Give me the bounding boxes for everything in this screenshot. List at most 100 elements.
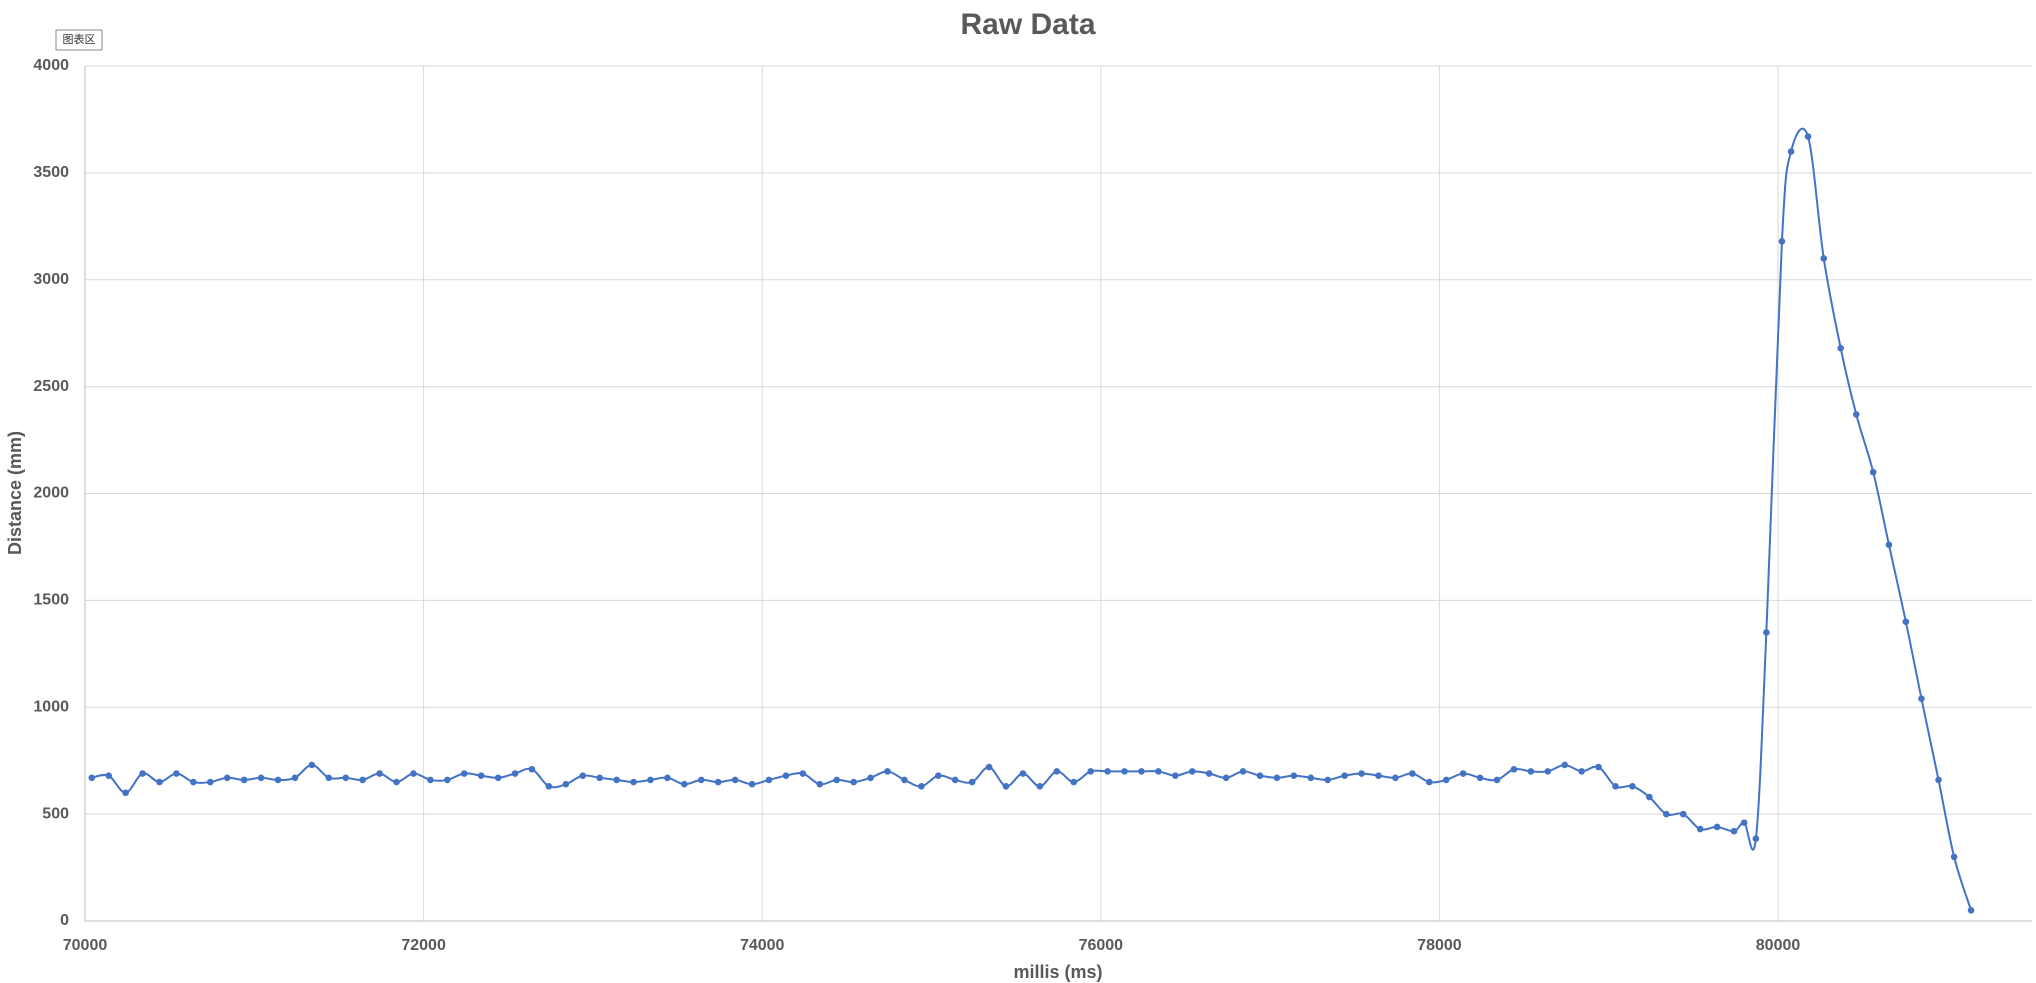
data-point xyxy=(748,780,756,788)
data-point xyxy=(342,774,350,782)
data-point xyxy=(1155,768,1162,775)
data-point xyxy=(985,763,993,771)
y-tick-label: 3000 xyxy=(33,271,69,288)
data-point xyxy=(1290,772,1298,779)
data-point xyxy=(1409,770,1416,777)
data-point xyxy=(511,770,519,777)
data-point xyxy=(325,774,333,782)
data-point xyxy=(1070,778,1078,786)
data-point xyxy=(477,772,485,779)
data-point xyxy=(1713,823,1721,831)
data-point xyxy=(596,774,603,782)
data-point xyxy=(1138,768,1145,775)
data-point xyxy=(782,772,790,779)
data-point xyxy=(901,776,908,784)
data-point xyxy=(393,778,400,786)
x-tick-label: 72000 xyxy=(401,937,446,954)
data-point xyxy=(765,776,773,784)
data-point xyxy=(1205,770,1213,777)
data-point xyxy=(1256,772,1264,779)
data-point xyxy=(376,770,383,777)
y-tick-label: 2500 xyxy=(33,378,69,395)
data-point xyxy=(613,776,620,784)
data-point xyxy=(918,783,925,790)
series-line xyxy=(91,127,1973,911)
data-point xyxy=(799,770,807,777)
data-point xyxy=(1820,255,1828,262)
data-point xyxy=(1837,344,1844,352)
data-point xyxy=(1476,774,1484,782)
data-point xyxy=(1804,133,1812,140)
data-point xyxy=(1307,774,1315,782)
data-point xyxy=(1341,772,1348,779)
data-point xyxy=(1902,618,1910,626)
data-point xyxy=(1459,770,1467,777)
data-point xyxy=(190,778,197,786)
data-point xyxy=(1358,770,1365,777)
data-point xyxy=(1612,783,1619,790)
data-point xyxy=(1121,768,1128,775)
data-point xyxy=(1053,768,1061,775)
data-point xyxy=(731,776,739,784)
data-point xyxy=(630,778,637,786)
x-tick-label: 78000 xyxy=(1417,937,1462,954)
data-point xyxy=(1019,770,1027,777)
data-point xyxy=(1778,237,1786,245)
data-point xyxy=(1595,763,1602,771)
data-point xyxy=(867,774,874,782)
data-point xyxy=(579,772,587,779)
data-point xyxy=(1967,907,1975,914)
data-point xyxy=(1273,774,1281,782)
data-point xyxy=(1663,810,1670,818)
data-point xyxy=(139,770,146,777)
data-point xyxy=(1239,768,1247,775)
data-point xyxy=(240,776,248,784)
data-point xyxy=(1740,819,1748,826)
data-point xyxy=(206,778,214,786)
data-point xyxy=(1629,783,1636,790)
x-tick-label: 80000 xyxy=(1756,937,1801,954)
data-point xyxy=(173,770,180,777)
data-point xyxy=(884,768,891,775)
y-tick-label: 1500 xyxy=(33,592,69,609)
data-point xyxy=(562,780,570,788)
data-point xyxy=(122,789,129,797)
chart-title: Raw Data xyxy=(960,8,1095,41)
y-tick-label: 2000 xyxy=(33,485,69,502)
data-point xyxy=(1036,783,1044,790)
data-point xyxy=(816,780,824,788)
data-point xyxy=(664,774,671,782)
data-point xyxy=(410,770,417,777)
data-point xyxy=(1222,774,1230,782)
data-point xyxy=(1730,827,1738,835)
data-point xyxy=(1425,778,1433,786)
data-point xyxy=(1375,772,1382,779)
data-point xyxy=(968,778,976,786)
data-point xyxy=(223,774,231,782)
data-point xyxy=(714,778,722,786)
data-point xyxy=(697,776,705,784)
data-point xyxy=(1442,776,1450,784)
tooltip: 图表区 xyxy=(63,32,96,46)
data-point xyxy=(494,774,502,782)
data-point xyxy=(105,772,113,779)
data-point xyxy=(1696,825,1704,833)
data-point xyxy=(1561,761,1569,769)
data-point xyxy=(308,761,316,769)
y-tick-label: 1000 xyxy=(33,698,69,715)
data-point xyxy=(1510,765,1518,773)
data-point xyxy=(681,780,688,788)
data-point xyxy=(1493,776,1501,784)
data-point xyxy=(1852,411,1860,418)
data-point xyxy=(257,774,265,782)
data-point xyxy=(427,776,434,784)
data-point xyxy=(1087,768,1094,775)
x-tick-label: 76000 xyxy=(1079,937,1124,954)
data-point xyxy=(1527,768,1535,775)
data-point xyxy=(1172,772,1179,779)
x-axis-title: millis (ms) xyxy=(1013,962,1102,982)
data-point xyxy=(1104,768,1111,775)
data-point xyxy=(1392,774,1399,782)
data-point xyxy=(274,776,282,784)
